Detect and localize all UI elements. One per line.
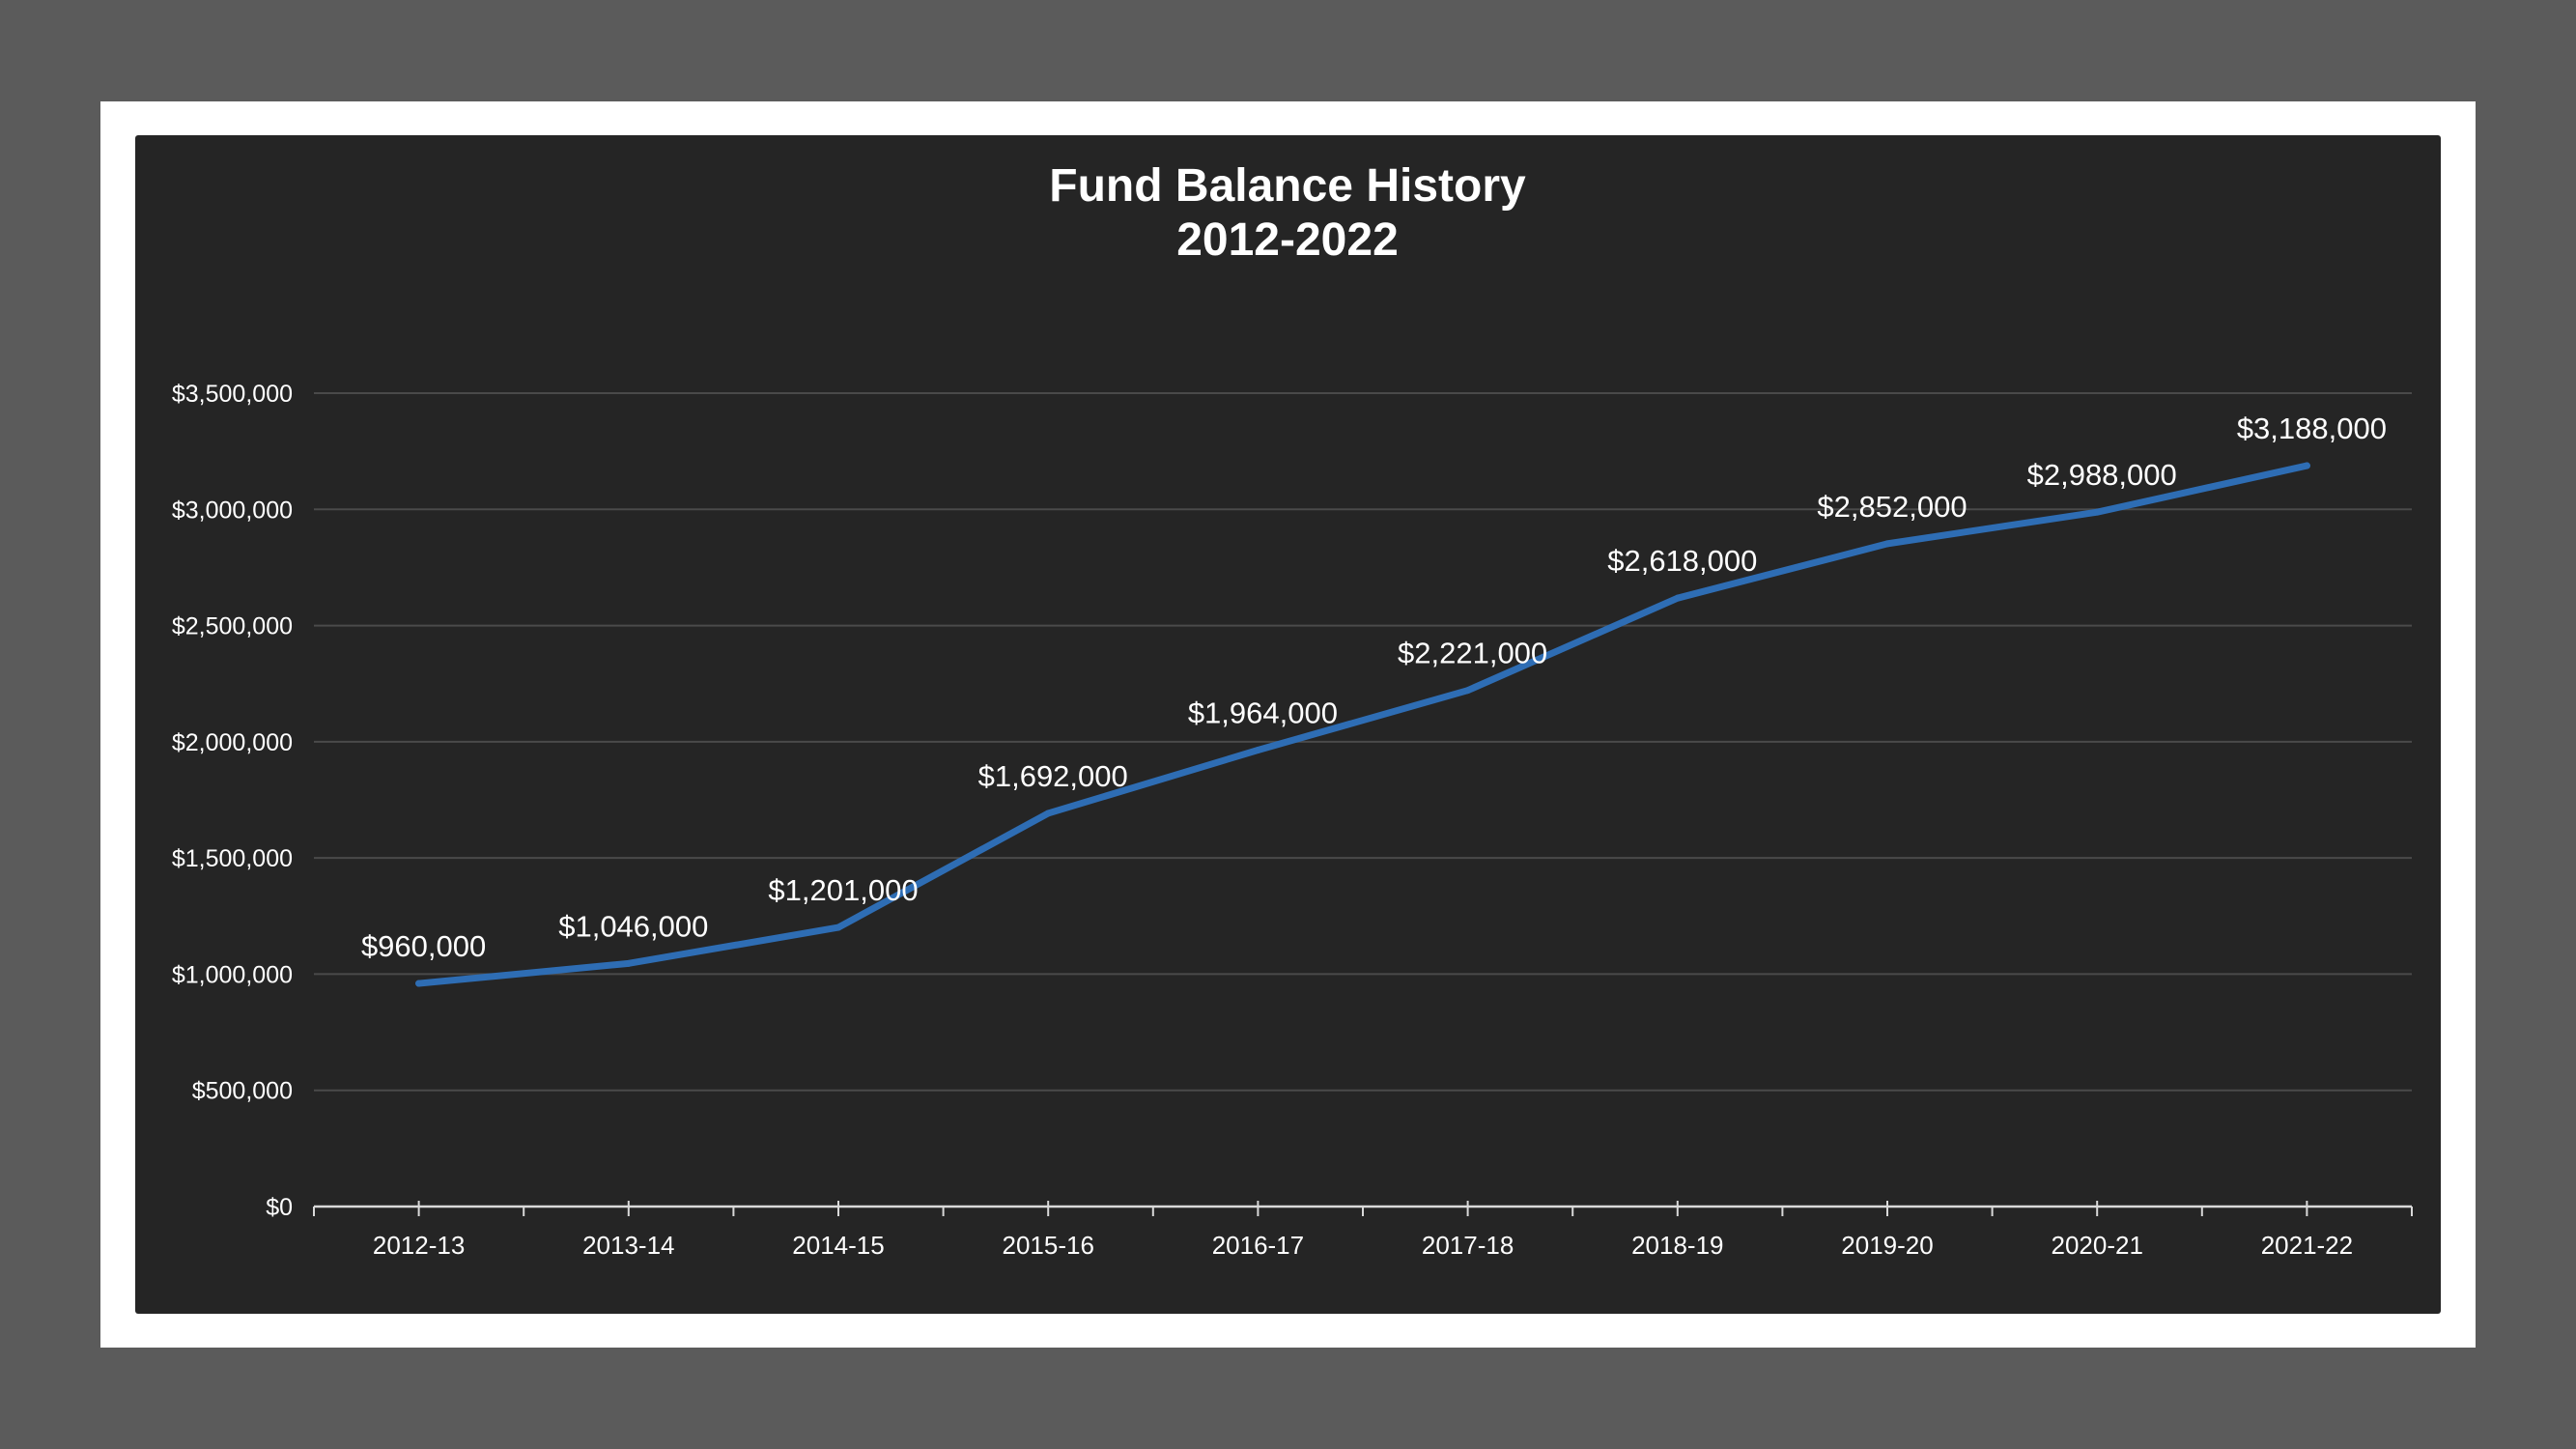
data-point	[1674, 594, 1682, 602]
data-label: $1,692,000	[978, 759, 1128, 793]
data-label: $2,221,000	[1398, 637, 1547, 670]
series-fund-balance	[415, 462, 2310, 987]
chart-panel: Fund Balance History 2012-2022 $0 $500,00…	[135, 135, 2441, 1314]
y-tick-label: $1,000,000	[172, 961, 293, 988]
data-label: $1,964,000	[1188, 696, 1338, 730]
data-point	[2303, 462, 2310, 469]
x-tick-label: 2012-13	[373, 1231, 465, 1260]
data-point	[835, 923, 842, 931]
y-tick-label: $3,500,000	[172, 381, 293, 408]
data-label: $960,000	[361, 929, 486, 963]
data-point	[1254, 747, 1261, 754]
y-tick-label: $500,000	[192, 1078, 293, 1105]
x-tick-label: 2020-21	[2051, 1231, 2142, 1260]
data-point	[415, 980, 423, 987]
data-labels: $960,000 $1,046,000 $1,201,000 $1,692,000 $1…	[361, 412, 2387, 963]
x-tick-label: 2018-19	[1631, 1231, 1723, 1260]
data-point	[1464, 687, 1472, 695]
chart-subtitle: 2012-2022	[1176, 214, 1399, 266]
x-tick-label: 2013-14	[582, 1231, 674, 1260]
series-line	[415, 462, 2310, 987]
y-tick-label: $3,000,000	[172, 497, 293, 524]
gridlines: $0 $500,000 $1,000,000 $1,500,000 $2,000,000…	[172, 381, 2412, 1221]
data-label: $2,988,000	[2027, 458, 2177, 492]
data-label: $2,852,000	[1817, 490, 1967, 524]
data-label: $1,201,000	[768, 873, 918, 907]
x-tick-label: 2016-17	[1212, 1231, 1304, 1260]
x-tick-label: 2019-20	[1841, 1231, 1933, 1260]
line-chart: Fund Balance History 2012-2022 $0 $500,00…	[172, 160, 2413, 1260]
data-point	[1044, 810, 1052, 817]
data-point	[2093, 508, 2101, 516]
data-label: $2,618,000	[1607, 544, 1757, 578]
data-point	[625, 959, 633, 967]
data-label: $3,188,000	[2237, 412, 2387, 445]
data-point	[1883, 540, 1891, 548]
data-label: $1,046,000	[558, 909, 708, 943]
x-tick-label: 2014-15	[792, 1231, 884, 1260]
x-tick-label: 2015-16	[1002, 1231, 1093, 1260]
x-axis: 2012-13 2013-14 2014-15 2015-16 2016-17 2017-…	[313, 1201, 2413, 1260]
x-tick-label: 2017-18	[1422, 1231, 1514, 1260]
y-tick-label: $2,000,000	[172, 729, 293, 756]
y-tick-label: $1,500,000	[172, 845, 293, 872]
x-tick-label: 2021-22	[2261, 1231, 2353, 1260]
y-tick-label: $0	[266, 1194, 293, 1221]
chart-title: Fund Balance History	[1049, 160, 1526, 212]
y-tick-label: $2,500,000	[172, 613, 293, 640]
